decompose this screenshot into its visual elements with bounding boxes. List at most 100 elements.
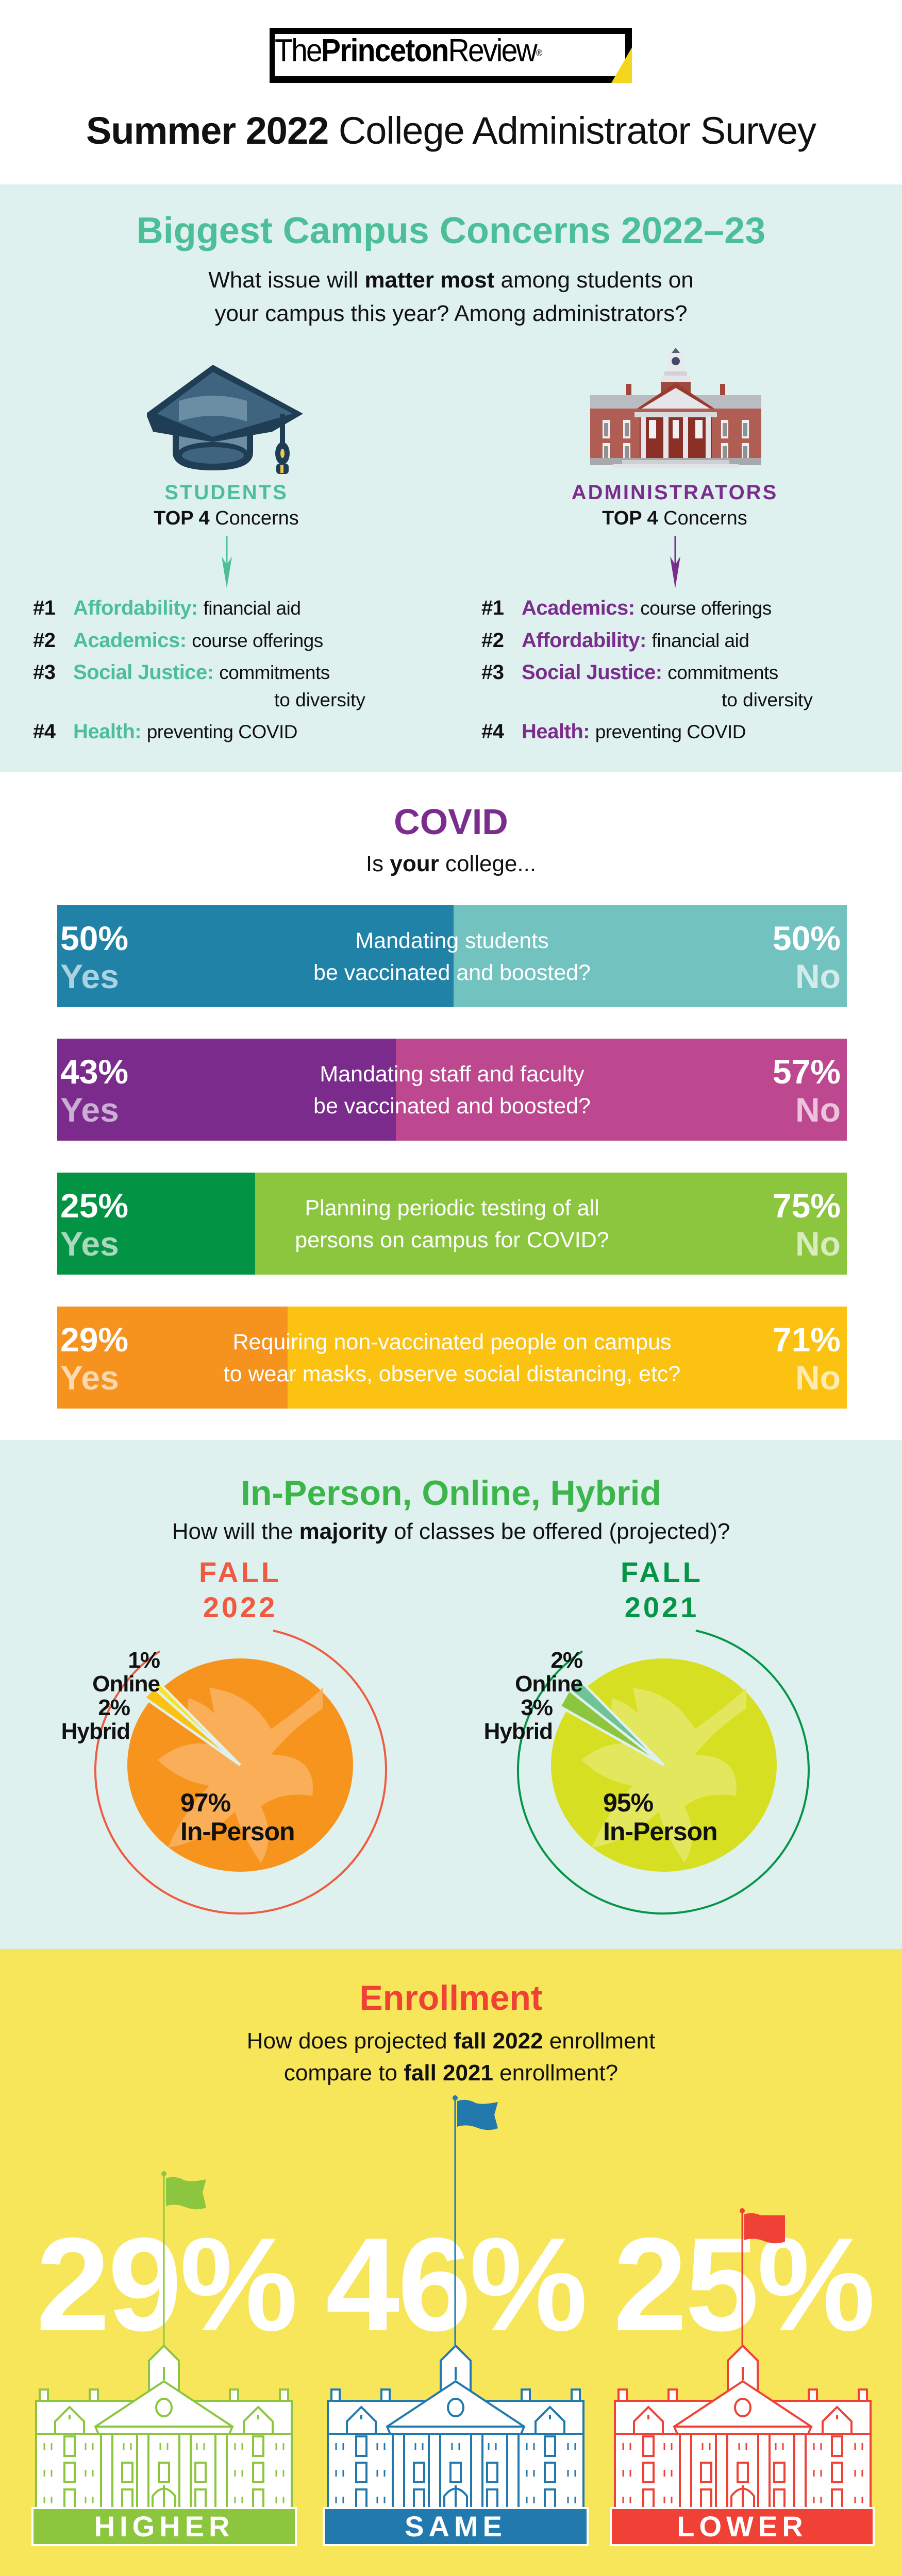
q-bold: your: [390, 851, 439, 876]
category: Academics:: [73, 629, 187, 652]
rank: #4: [33, 720, 56, 743]
q-text: college...: [439, 851, 537, 876]
category: Social Justice:: [73, 661, 214, 684]
fall-year: 2022: [203, 1591, 278, 1623]
bar-yes-segment: [57, 1039, 396, 1141]
students-concern-1: #1 Affordability: financial aid: [33, 595, 301, 621]
fall-2021-inperson-label: 95% In-Person: [603, 1788, 718, 1846]
fall-2021-hybrid-label: 3% Hybrid: [423, 1696, 553, 1743]
concerns-title: Biggest Campus Concerns 2022–23: [136, 210, 766, 251]
top4-rest: Concerns: [209, 507, 299, 529]
rank: #1: [481, 597, 504, 619]
top4-rest: Concerns: [658, 507, 747, 529]
question-line1: Mandating students: [355, 928, 549, 953]
no-label: No: [795, 1359, 841, 1397]
no-label: No: [795, 1091, 841, 1129]
bar-question: Planning periodic testing of all persons …: [57, 1192, 847, 1256]
category: Academics:: [522, 597, 635, 619]
rank: #3: [481, 661, 504, 684]
online-percent: 2%: [550, 1648, 583, 1673]
princeton-review-logo: ThePrincetonReview®: [270, 28, 632, 83]
category: Social Justice:: [522, 661, 662, 684]
covid-bar-students-vaccinated: 50% Yes 50% No Mandating students be vacc…: [57, 905, 847, 1007]
question-line2: be vaccinated and boosted?: [313, 960, 591, 985]
concerns-section: [0, 184, 902, 772]
bar-question: Mandating students be vaccinated and boos…: [57, 925, 847, 989]
covid-bar-staff-vaccinated: 43% Yes 57% No Mandating staff and facul…: [57, 1039, 847, 1141]
q1-same-percent: 46%: [325, 2210, 588, 2359]
q-bold: majority: [299, 1519, 388, 1544]
covid-bar-masks-distancing: 29% Yes 71% No Requiring non-vaccinated …: [57, 1307, 847, 1409]
bar-question: Mandating staff and faculty be vaccinated…: [57, 1058, 847, 1122]
q-text: enrollment?: [493, 2060, 619, 2086]
students-concern-4: #4 Health: preventing COVID: [33, 719, 297, 745]
detail: course offerings: [640, 598, 772, 619]
question-line1: Mandating staff and faculty: [320, 1062, 584, 1087]
no-percent: 75%: [772, 1187, 841, 1225]
category: Health:: [73, 720, 142, 743]
detail: commitments: [667, 662, 778, 683]
q-text: of classes be offered (projected)?: [387, 1519, 730, 1544]
hybrid-label: Hybrid: [61, 1719, 130, 1744]
fall-2021-pie-chart: [516, 1630, 810, 1914]
concerns-question-line2: your campus this year? Among administrat…: [214, 301, 688, 326]
online-percent: 1%: [128, 1648, 160, 1673]
detail: preventing COVID: [595, 721, 746, 742]
fall-word: FALL: [199, 1556, 281, 1588]
category: Health:: [522, 720, 590, 743]
q-bold: fall 2021: [404, 2060, 493, 2086]
administrators-top4-label: TOP 4 Concerns: [520, 507, 829, 530]
administrators-concern-1: #1 Academics: course offerings: [481, 595, 772, 621]
no-label: No: [795, 1225, 841, 1263]
covid-bar-periodic-testing: 25% Yes 75% No Planning periodic testing…: [57, 1173, 847, 1275]
students-arrow-icon: [222, 536, 232, 588]
fall-2022-online-label: 1% Online: [31, 1649, 160, 1696]
q1-same-label: SAME: [323, 2507, 589, 2546]
q1-poles-overlay: [163, 2215, 785, 2345]
yes-label: Yes: [60, 957, 119, 995]
logo-review: Review: [448, 33, 538, 69]
fall-word: FALL: [621, 1556, 703, 1588]
bar-yes-segment: [57, 905, 454, 1007]
top4-bold: TOP 4: [154, 507, 210, 529]
q1-higher-percent: 29%: [36, 2210, 298, 2359]
hybrid-label: Hybrid: [483, 1719, 553, 1744]
graduation-cap-icon: [147, 365, 303, 474]
q-bold: matter most: [364, 267, 495, 293]
question-line2: to wear masks, observe social distancing…: [223, 1362, 681, 1386]
inperson-percent: 95%: [603, 1788, 654, 1817]
no-percent: 50%: [772, 919, 841, 957]
students-concern-2: #2 Academics: course offerings: [33, 628, 323, 654]
bar-question: Requiring non-vaccinated people on campu…: [57, 1326, 847, 1390]
q-text: among students on: [494, 267, 694, 293]
administrators-arrow-icon: [670, 536, 680, 588]
q-text: enrollment: [543, 2028, 656, 2054]
fall-2022-pie-chart: [94, 1630, 387, 1914]
category: Affordability:: [522, 629, 646, 652]
rank: #4: [481, 720, 504, 743]
rank: #3: [33, 661, 56, 684]
students-concern-3-detail-cont: to diversity: [274, 689, 365, 710]
fall-2022-hybrid-label: 2% Hybrid: [0, 1696, 130, 1743]
q1-same-building-icon: [327, 2345, 584, 2510]
question-line1: Requiring non-vaccinated people on campu…: [232, 1330, 672, 1354]
yes-percent: 25%: [60, 1187, 129, 1225]
yes-label: Yes: [60, 1359, 119, 1397]
no-percent: 71%: [772, 1320, 841, 1359]
fall-2022-label: FALL 2022: [163, 1555, 318, 1625]
concerns-question-line1: What issue will matter most among studen…: [0, 264, 902, 297]
enrollment-q1-line1: How does projected fall 2022 enrollment: [0, 2025, 902, 2058]
yes-percent: 43%: [60, 1053, 129, 1091]
question-line2: be vaccinated and boosted?: [313, 1094, 591, 1118]
q-bold: fall 2022: [453, 2028, 543, 2054]
fall-2021-label: FALL 2021: [584, 1555, 739, 1625]
q-text: compare to: [283, 2060, 404, 2086]
category: Affordability:: [73, 597, 198, 619]
no-label: No: [795, 957, 841, 995]
detail: financial aid: [652, 630, 749, 651]
online-label: Online: [92, 1671, 160, 1697]
inperson-percent: 97%: [180, 1788, 231, 1817]
logo-yellow-corner: [611, 47, 632, 83]
q1-higher-building-icon: [35, 2345, 293, 2510]
detail: preventing COVID: [146, 721, 298, 742]
